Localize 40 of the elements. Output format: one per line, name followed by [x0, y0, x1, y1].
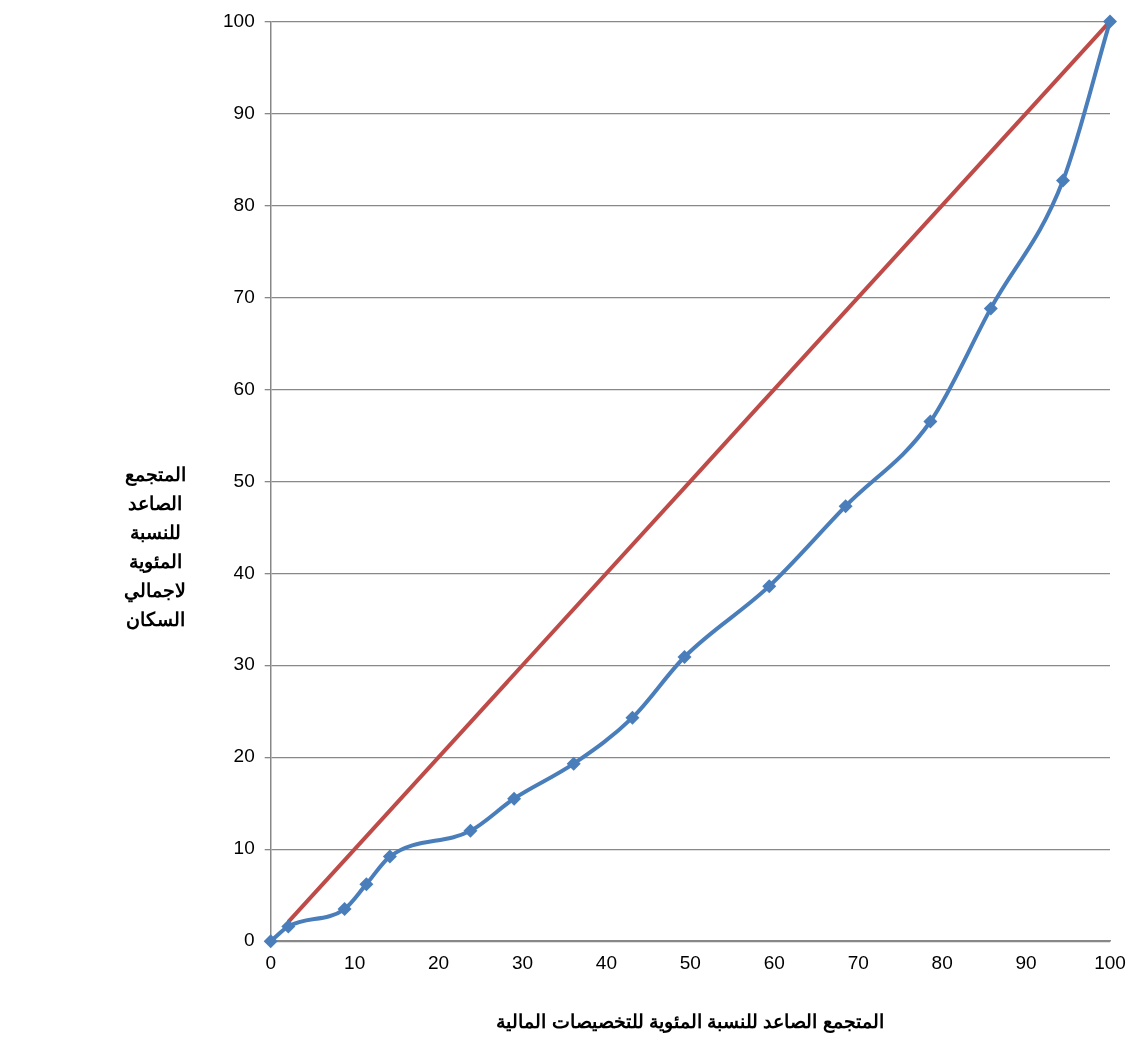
- point: [625, 710, 640, 725]
- y-tick-label: 90: [233, 101, 255, 123]
- x-tick-label: 90: [1015, 951, 1037, 973]
- point: [677, 649, 692, 664]
- point: [923, 414, 938, 429]
- y-tick-label: 100: [223, 9, 255, 31]
- y-tick-label: 0: [244, 929, 255, 951]
- point: [463, 823, 478, 838]
- point: [359, 877, 374, 892]
- point: [281, 919, 296, 934]
- y-axis-title: المتجمع الصاعد للنسبة المئوية لاجمالي السكان: [123, 463, 187, 632]
- point: [762, 579, 777, 594]
- x-tick-label: 50: [679, 951, 701, 973]
- x-tick-label: 30: [511, 951, 534, 973]
- x-tick-label: 20: [427, 951, 450, 973]
- y-tick-label: 30: [233, 653, 255, 675]
- y-tick-label: 70: [233, 285, 255, 307]
- y-tick-label: 80: [233, 193, 255, 215]
- point: [337, 902, 352, 917]
- x-tick-label: 70: [847, 951, 869, 973]
- x-axis-title: المتجمع الصاعد للنسبة المئوية للتخصيصات المالية: [495, 1010, 885, 1033]
- x-tick-label: 60: [763, 951, 785, 973]
- x-tick-label: 80: [931, 951, 953, 973]
- y-tick-label: 10: [233, 837, 255, 859]
- y-tick-label: 50: [233, 469, 255, 491]
- point: [983, 301, 998, 316]
- x-tick-label: 40: [595, 951, 617, 973]
- point: [507, 791, 522, 806]
- y-tick-label: 60: [233, 377, 255, 399]
- y-tick-label: 20: [233, 745, 255, 767]
- x-tick-label: 10: [344, 951, 366, 973]
- point: [1056, 173, 1070, 188]
- point: [382, 849, 397, 864]
- point: [1103, 14, 1117, 29]
- point: [566, 756, 581, 771]
- point: [263, 934, 278, 949]
- x-tick-label: 100: [1094, 951, 1126, 973]
- y-tick-label: 40: [233, 561, 255, 583]
- x-tick-label: 0: [265, 951, 276, 973]
- point: [838, 499, 853, 514]
